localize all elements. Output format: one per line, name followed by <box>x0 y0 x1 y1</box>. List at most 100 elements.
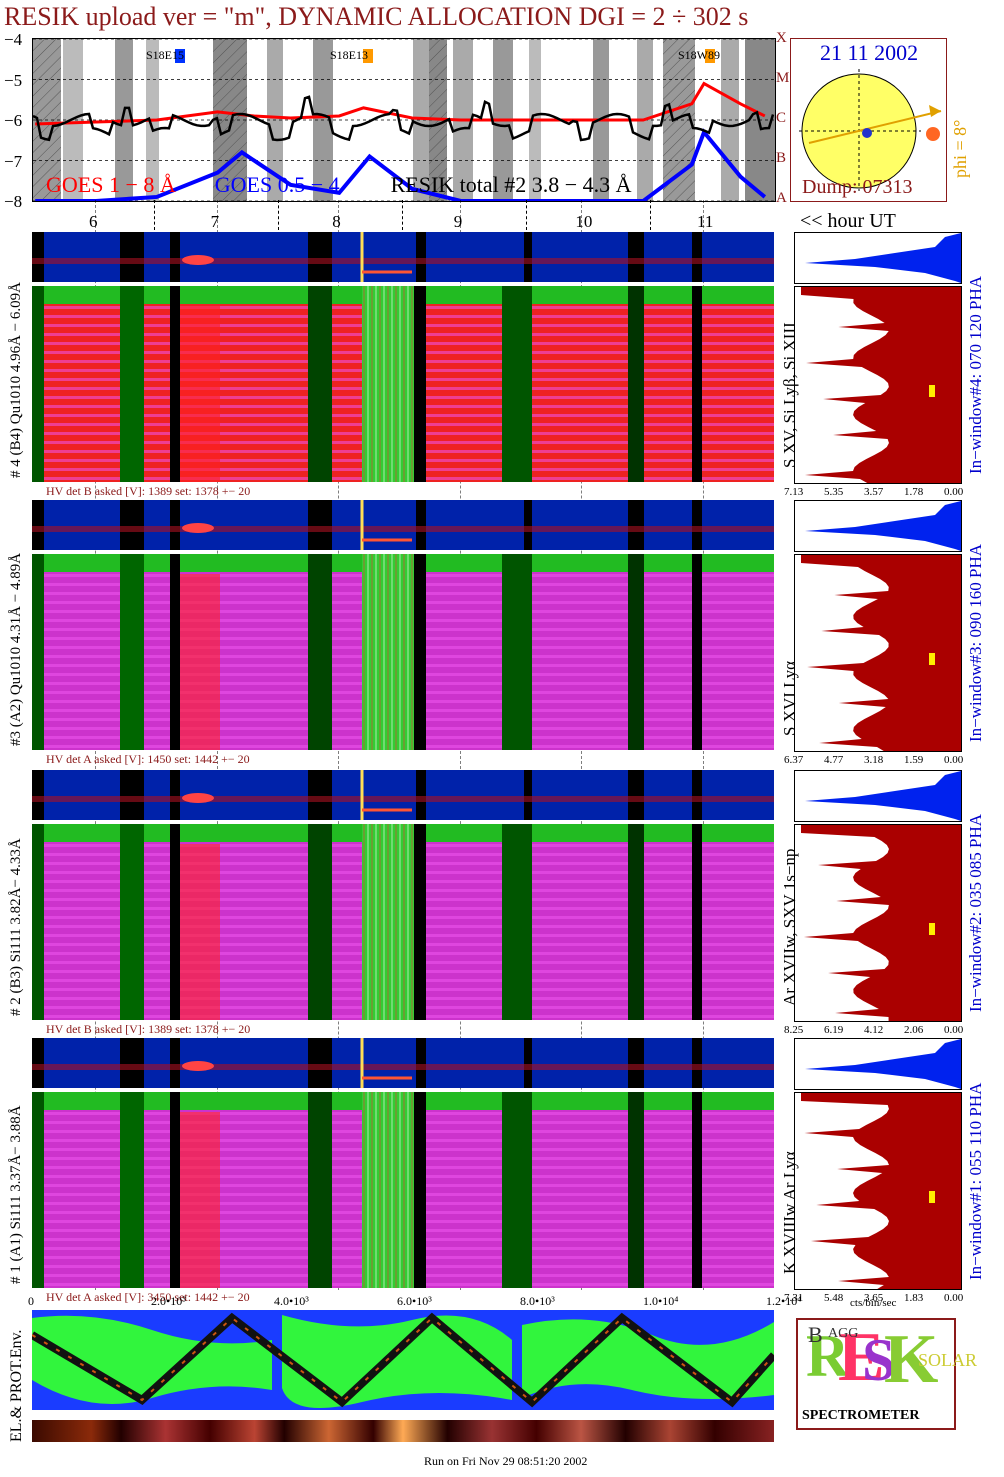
detector-hv-readout: HV det A asked [V]: 1450 set: 1442 +− 20 <box>46 752 250 766</box>
histogram-xtick: 7.31 <box>784 1292 804 1304</box>
detector-2-spectrum-histogram <box>794 824 962 1022</box>
bottom-strip <box>32 1420 774 1442</box>
detector-hv-readout: HV det B asked [V]: 1389 set: 1378 +− 20 <box>46 1022 251 1036</box>
pha-histogram-plot <box>805 1039 961 1089</box>
emission-line-label: Ar XVIIw, SXV 1s−np <box>780 848 799 1006</box>
hour-tick-label: 10 <box>575 212 593 231</box>
goes-ytick: −8 <box>4 192 23 211</box>
histogram-xtick: 3.65 <box>864 1292 884 1304</box>
detector-left-label: # 2 (B3) Si111 3.82Å− 4.33Å <box>8 838 24 1016</box>
detector-3-pha-histogram <box>794 500 962 552</box>
active-region-1: S18E15 <box>146 48 185 62</box>
goes-ytick: −7 <box>4 151 23 171</box>
resik-logo: R E S K B AGG SOLAR SPECTROMETER <box>796 1318 977 1430</box>
histogram-xtick: 0.00 <box>944 486 964 498</box>
histogram-xtick: 4.77 <box>824 754 844 766</box>
detector-1-pha-histogram <box>794 1038 962 1090</box>
lightcurve-strip <box>32 232 774 282</box>
hour-minor-gridline <box>650 200 651 230</box>
detector-2-spectrogram <box>32 824 774 1020</box>
goes-ytick: −4 <box>4 30 23 49</box>
environment-panel <box>32 1310 774 1410</box>
detector-1-spectrum-histogram <box>794 1092 962 1290</box>
seconds-tick-label: 1.0•10⁴ <box>643 1294 679 1308</box>
detector-left-label: #3 (A2) Qu1010 4.31Å − 4.89Å <box>8 552 24 746</box>
class-letter: A <box>776 190 787 206</box>
hour-tick-label: 11 <box>697 212 714 231</box>
histogram-xtick: 4.12 <box>864 1024 884 1036</box>
pha-histogram-plot <box>805 233 961 283</box>
detector-1-spectrogram <box>32 1092 774 1288</box>
histogram-xtick: 5.48 <box>824 1292 844 1304</box>
seconds-tick-label: 0 <box>28 1294 34 1308</box>
pha-histogram-plot <box>805 771 961 821</box>
in-window-label: In−window#4: 070 120 PHA <box>966 275 985 474</box>
sun-dump: Dump: 07313 <box>802 176 913 198</box>
in-window-label: In−window#1: 055 110 PHA <box>966 1082 985 1280</box>
histogram-xtick: 1.59 <box>904 754 924 766</box>
histogram-xtick: 5.35 <box>824 486 844 498</box>
detector-hv-readout: HV det A asked [V]: 3450 set: 1442 +− 20 <box>46 1290 250 1304</box>
class-letter: C <box>776 110 787 126</box>
legend-resik: RESIK total #2 3.8 − 4.3 Å <box>390 172 632 197</box>
goes-ytick: −5 <box>4 70 23 90</box>
spectrum-histogram-plot <box>801 825 961 1021</box>
histogram-xtick: 7.13 <box>784 486 804 498</box>
histogram-xtick: 0.00 <box>944 1292 964 1304</box>
spectrogram-image <box>32 554 774 750</box>
lightcurve-strip <box>32 770 774 820</box>
spectrogram-image <box>32 824 774 1020</box>
hour-minor-gridline <box>278 200 279 230</box>
class-letters: X M C B A <box>776 30 790 210</box>
emission-line-label: S XVI Lyα <box>780 660 799 736</box>
goes-legend: GOES 1 − 8 Å GOES 0.5 − 4 RESIK total #2… <box>46 172 632 198</box>
detector-4-lightcurve-panel <box>32 232 774 282</box>
spectrum-histogram-plot <box>801 555 961 751</box>
detector-2-pha-histogram <box>794 770 962 822</box>
phi-label: phi = 8° <box>950 119 970 178</box>
detector-3-spectrogram <box>32 554 774 750</box>
spectrum-histogram-plot <box>801 1093 961 1289</box>
goes-ytick: −6 <box>4 111 23 130</box>
active-region-2: S18E13 <box>330 48 369 62</box>
cts-label: cts/bin/sec <box>850 1297 897 1309</box>
legend-goes-long: GOES 1 − 8 Å <box>46 172 176 197</box>
lightcurve-strip <box>32 500 774 550</box>
emission-line-label: S XV, Si Lyβ, Si XIII <box>780 322 799 468</box>
env-label: EL.& PROT.Env. <box>8 1329 25 1442</box>
hour-tick-label: 8 <box>332 212 341 231</box>
hour-minor-gridline <box>526 200 527 230</box>
detector-3-lightcurve-panel <box>32 500 774 550</box>
spectrum-histogram-plot <box>801 287 961 483</box>
detector-4-spectrum-histogram <box>794 286 962 484</box>
histogram-xtick: 0.00 <box>944 754 964 766</box>
class-letter: B <box>776 150 787 166</box>
class-letter: X <box>776 30 787 46</box>
detector-4-spectrogram <box>32 286 774 482</box>
hour-tick-label: 9 <box>453 212 463 231</box>
detector-2-lightcurve-panel <box>32 770 774 820</box>
histogram-xtick: 3.57 <box>864 486 884 498</box>
active-region-3: S18W89 <box>678 48 720 62</box>
seconds-tick-label: 8.0•10³ <box>520 1294 555 1308</box>
goes-plot <box>33 39 775 201</box>
detector-hv-readout: HV det B asked [V]: 1389 set: 1378 +− 20 <box>46 484 251 498</box>
footer: Run on Fri Nov 29 08:51:20 2002 <box>424 1454 588 1468</box>
class-letter: M <box>776 70 790 86</box>
emission-line-label: K XVIIIw Ar Lyα <box>780 1151 799 1274</box>
in-window-label: In−window#3: 090 160 PHA <box>966 543 985 742</box>
hour-tick-label: 6 <box>89 212 98 231</box>
detector-left-label: # 1 (A1) Si111 3.37Å− 3.88Å <box>8 1105 24 1284</box>
detector-4-pha-histogram <box>794 232 962 284</box>
histogram-xtick: 1.83 <box>904 1292 924 1304</box>
page-title: RESIK upload ver = "m", DYNAMIC ALLOCATI… <box>4 2 749 31</box>
seconds-tick-label: 6.0•10³ <box>397 1294 432 1308</box>
hour-minor-gridline <box>154 200 155 230</box>
sun-panel <box>790 38 947 202</box>
lightcurve-strip <box>32 1038 774 1088</box>
seconds-tick-label: 4.0•10³ <box>274 1294 309 1308</box>
seconds-tick-label: 2.0•10³ <box>151 1294 186 1308</box>
spectrogram-image <box>32 286 774 482</box>
legend-goes-short: GOES 0.5 − 4 <box>214 172 340 197</box>
histogram-xtick: 2.06 <box>904 1024 924 1036</box>
